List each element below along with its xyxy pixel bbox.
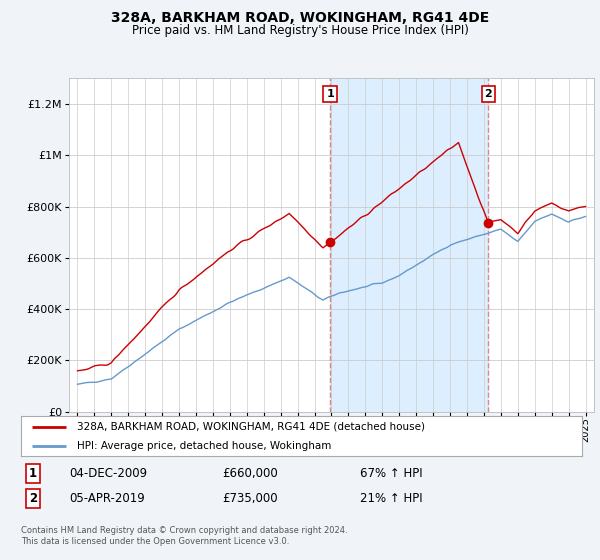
Text: 67% ↑ HPI: 67% ↑ HPI: [360, 466, 422, 480]
Text: 2: 2: [484, 89, 492, 99]
Text: £660,000: £660,000: [222, 466, 278, 480]
Text: HPI: Average price, detached house, Wokingham: HPI: Average price, detached house, Woki…: [77, 441, 331, 450]
Text: 2: 2: [29, 492, 37, 505]
Text: 21% ↑ HPI: 21% ↑ HPI: [360, 492, 422, 505]
Text: Contains HM Land Registry data © Crown copyright and database right 2024.
This d: Contains HM Land Registry data © Crown c…: [21, 526, 347, 546]
Text: 328A, BARKHAM ROAD, WOKINGHAM, RG41 4DE (detached house): 328A, BARKHAM ROAD, WOKINGHAM, RG41 4DE …: [77, 422, 425, 432]
Text: 328A, BARKHAM ROAD, WOKINGHAM, RG41 4DE: 328A, BARKHAM ROAD, WOKINGHAM, RG41 4DE: [111, 11, 489, 25]
Text: 1: 1: [29, 466, 37, 480]
Bar: [330, 78, 488, 412]
Text: Price paid vs. HM Land Registry's House Price Index (HPI): Price paid vs. HM Land Registry's House …: [131, 24, 469, 36]
Text: 1: 1: [326, 89, 334, 99]
Text: 04-DEC-2009: 04-DEC-2009: [69, 466, 147, 480]
Text: £735,000: £735,000: [222, 492, 278, 505]
Text: 05-APR-2019: 05-APR-2019: [69, 492, 145, 505]
